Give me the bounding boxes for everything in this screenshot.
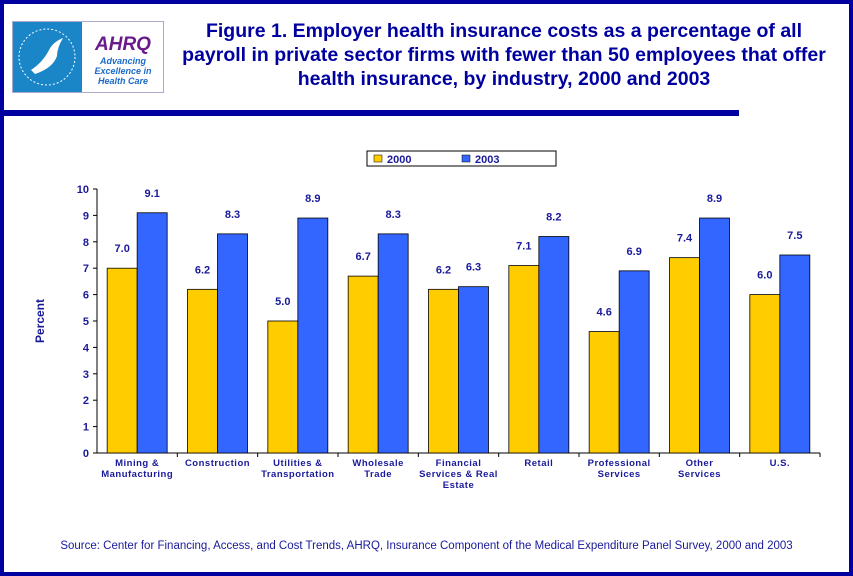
bar-2000 — [187, 288, 218, 454]
bar-2003 — [779, 254, 811, 454]
data-label: 4.6 — [597, 307, 612, 319]
data-label: 8.9 — [707, 193, 722, 205]
bar-2003 — [377, 233, 409, 454]
data-label: 8.3 — [225, 209, 240, 221]
data-label: 5.0 — [275, 296, 290, 308]
x-tick-label: Wholesale — [352, 458, 404, 469]
bar-2000 — [508, 265, 540, 454]
x-tick-label: Services — [598, 469, 641, 480]
legend-swatch-2000 — [373, 154, 383, 163]
x-tick-label: Professional — [588, 458, 651, 469]
ahrq-logo: AHRQ Advancing Excellence in Health Care — [12, 21, 164, 93]
source-note: Source: Center for Financing, Access, an… — [60, 540, 793, 552]
hhs-seal-icon — [13, 22, 82, 92]
bar-2000 — [267, 320, 299, 454]
y-tick-label: 0 — [83, 448, 89, 460]
x-tick-label: Other — [686, 458, 714, 469]
x-tick-label: Services & Real — [419, 469, 498, 480]
x-tick-label: Retail — [524, 458, 553, 469]
y-tick-label: 10 — [77, 184, 89, 196]
y-axis-label: Percent — [33, 299, 47, 343]
bar-2003 — [458, 286, 489, 454]
y-tick-label: 2 — [83, 395, 89, 407]
x-tick-label: Mining & — [115, 458, 159, 469]
data-label: 8.3 — [386, 209, 401, 221]
data-label: 6.3 — [466, 262, 481, 274]
bar-2000 — [428, 288, 459, 454]
bar-2000 — [588, 331, 620, 454]
y-tick-label: 8 — [83, 237, 89, 249]
legend-label: 2003 — [475, 154, 499, 166]
bar-chart: 0 1 2 3 4 5 6 7 8 9 10 Percent 7.0 9.1 Mining &Manufac… — [33, 150, 821, 491]
bar-2003 — [217, 233, 248, 454]
y-tick-label: 3 — [83, 369, 89, 381]
bar-2000 — [669, 257, 700, 454]
bar-2003 — [699, 217, 730, 454]
data-label: 7.1 — [516, 241, 531, 253]
bar-2000 — [347, 275, 379, 454]
x-tick-label: Services — [678, 469, 721, 480]
x-tick-label: Transportation — [261, 469, 335, 480]
y-tick-label: 7 — [83, 263, 89, 275]
data-label: 6.9 — [627, 246, 642, 258]
bar-2000 — [106, 267, 138, 454]
chart-title: Figure 1. Employer health insurance cost… — [182, 20, 826, 90]
bar-2003 — [136, 212, 168, 454]
legend — [366, 150, 557, 167]
y-tick-label: 4 — [83, 342, 90, 354]
data-label: 7.4 — [677, 233, 693, 245]
y-tick-label: 1 — [83, 422, 89, 434]
bar-2003 — [618, 270, 650, 454]
x-tick-label: Financial — [436, 458, 482, 469]
header-divider — [4, 110, 739, 116]
x-tick-label: Construction — [185, 458, 250, 469]
data-label: 8.9 — [305, 193, 320, 205]
x-tick-label: Estate — [443, 480, 475, 491]
y-tick-label: 5 — [83, 316, 89, 328]
x-tick-label: Utilities & — [273, 458, 322, 469]
x-tick-label: Manufacturing — [101, 469, 173, 480]
bar-2003 — [297, 217, 329, 454]
legend-swatch-2003 — [461, 154, 471, 163]
data-label: 7.5 — [787, 230, 802, 242]
x-tick-label: Trade — [364, 469, 392, 480]
data-label: 8.2 — [546, 212, 561, 224]
y-tick-label: 9 — [83, 210, 89, 222]
data-label: 6.7 — [356, 251, 371, 263]
y-tick-label: 6 — [83, 290, 89, 302]
bar-2003 — [538, 236, 570, 454]
data-label: 9.1 — [145, 188, 160, 200]
data-label: 6.2 — [195, 264, 210, 276]
legend-label: 2000 — [387, 154, 411, 166]
data-label: 6.2 — [436, 264, 451, 276]
x-tick-label: U.S. — [770, 458, 790, 469]
data-label: 6.0 — [757, 270, 772, 282]
bar-2000 — [749, 294, 781, 454]
data-label: 7.0 — [115, 243, 130, 255]
